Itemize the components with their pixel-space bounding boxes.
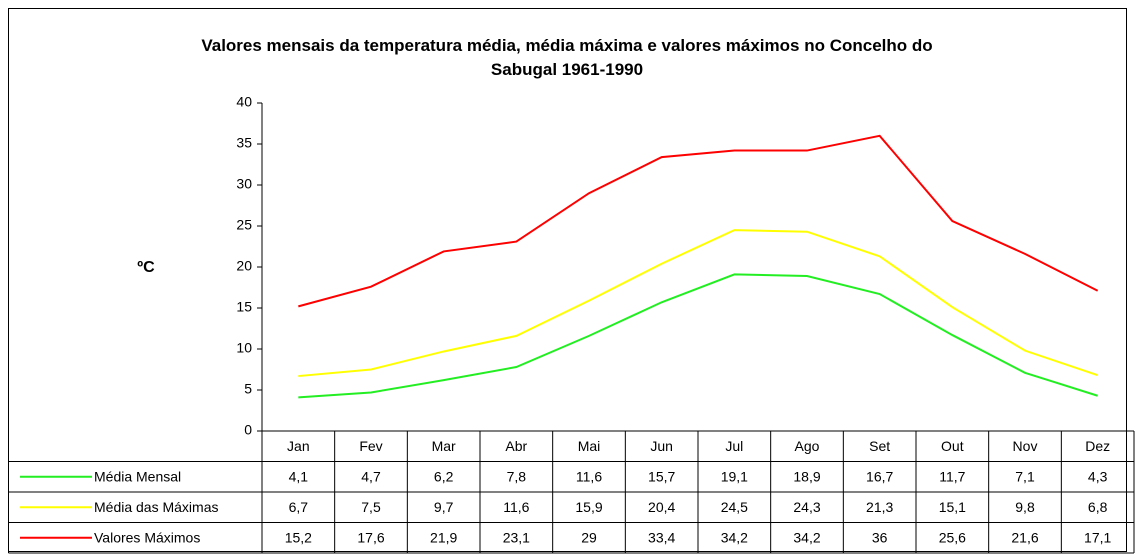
x-tick-label: Mar xyxy=(432,438,456,454)
table-value: 20,4 xyxy=(648,499,675,515)
table-value: 9,8 xyxy=(1015,499,1035,515)
y-axis-label: ºC xyxy=(137,259,155,276)
table-value: 19,1 xyxy=(721,468,748,484)
table-value: 25,6 xyxy=(939,529,966,545)
y-tick-label: 15 xyxy=(236,299,252,315)
table-value: 15,9 xyxy=(575,499,602,515)
table-value: 21,9 xyxy=(430,529,457,545)
x-tick-label: Ago xyxy=(795,438,820,454)
table-value: 11,6 xyxy=(503,499,529,515)
table-value: 33,4 xyxy=(648,529,675,545)
table-value: 24,3 xyxy=(793,499,820,515)
y-tick-label: 35 xyxy=(236,135,252,151)
table-value: 29 xyxy=(581,529,597,545)
table-value: 23,1 xyxy=(503,529,530,545)
table-value: 15,1 xyxy=(939,499,966,515)
table-value: 7,5 xyxy=(361,499,381,515)
legend-label: Valores Máximos xyxy=(94,529,200,545)
x-tick-label: Dez xyxy=(1085,438,1110,454)
table-value: 21,3 xyxy=(866,499,893,515)
x-tick-label: Fev xyxy=(359,438,382,454)
table-value: 16,7 xyxy=(866,468,893,484)
table-value: 18,9 xyxy=(793,468,820,484)
series-line xyxy=(298,134,1099,308)
y-tick-label: 40 xyxy=(236,94,252,110)
x-tick-label: Out xyxy=(941,438,964,454)
y-tick-label: 25 xyxy=(236,217,252,233)
x-tick-label: Jan xyxy=(287,438,310,454)
y-tick-label: 20 xyxy=(236,258,252,274)
legend-label: Média Mensal xyxy=(94,468,181,484)
table-value: 4,3 xyxy=(1088,468,1108,484)
table-value: 21,6 xyxy=(1011,529,1038,545)
y-tick-label: 5 xyxy=(244,381,252,397)
y-tick-label: 10 xyxy=(236,340,252,356)
y-tick-label: 30 xyxy=(236,176,252,192)
table-value: 4,7 xyxy=(361,468,381,484)
table-value: 36 xyxy=(872,529,888,545)
x-tick-label: Jun xyxy=(650,438,673,454)
table-value: 17,6 xyxy=(357,529,384,545)
chart-title: Valores mensais da temperatura média, mé… xyxy=(201,36,933,79)
series-line xyxy=(298,273,1098,399)
legend-label: Média das Máximas xyxy=(94,499,219,515)
y-tick-label: 0 xyxy=(244,422,252,438)
table-value: 6,2 xyxy=(434,468,454,484)
x-tick-label: Abr xyxy=(505,438,527,454)
table-value: 34,2 xyxy=(793,529,820,545)
x-tick-label: Jul xyxy=(725,438,743,454)
table-value: 4,1 xyxy=(289,468,309,484)
series-line xyxy=(298,229,1098,378)
table-value: 7,1 xyxy=(1015,468,1035,484)
table-value: 34,2 xyxy=(721,529,748,545)
table-value: 17,1 xyxy=(1084,529,1111,545)
table-value: 9,7 xyxy=(434,499,454,515)
table-value: 11,7 xyxy=(939,468,965,484)
table-value: 6,7 xyxy=(289,499,309,515)
table-value: 11,6 xyxy=(576,468,602,484)
table-value: 6,8 xyxy=(1088,499,1108,515)
table-value: 24,5 xyxy=(721,499,748,515)
x-tick-label: Set xyxy=(869,438,890,454)
x-tick-label: Mai xyxy=(578,438,601,454)
table-value: 7,8 xyxy=(507,468,527,484)
table-value: 15,2 xyxy=(285,529,312,545)
x-tick-label: Nov xyxy=(1013,438,1038,454)
table-value: 15,7 xyxy=(648,468,675,484)
